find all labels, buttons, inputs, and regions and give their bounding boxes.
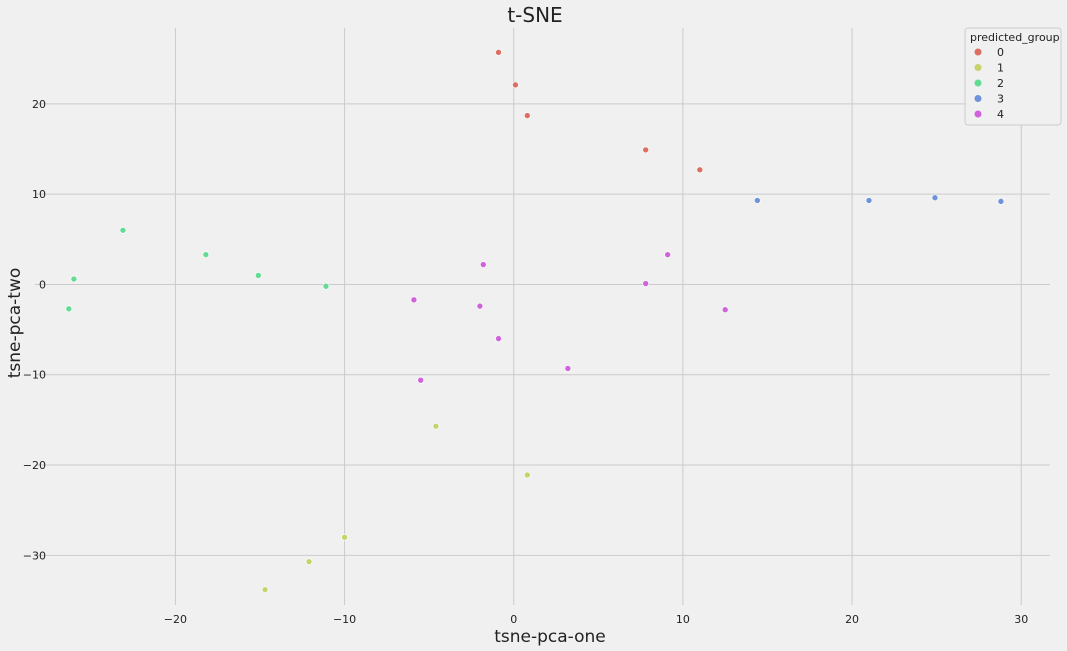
legend-label-0: 0 (997, 46, 1004, 59)
y-tick-label: −20 (23, 459, 46, 472)
point-group-4 (410, 296, 418, 304)
point-group-1 (341, 533, 348, 541)
point-group-4 (664, 251, 671, 258)
y-tick-label: 0 (39, 278, 46, 291)
point-group-1 (261, 586, 269, 593)
chart-title: t-SNE (507, 3, 562, 27)
point-group-2 (119, 226, 127, 234)
point-group-2 (202, 251, 210, 258)
legend-title: predicted_group (970, 31, 1060, 44)
point-group-0 (696, 166, 704, 174)
legend-items: 0 1 2 3 4 (974, 46, 1004, 121)
point-group-2 (70, 275, 78, 283)
legend-box (964, 27, 1062, 126)
legend-label-3: 3 (997, 93, 1004, 106)
y-tick-labels: −30 −20 −10 0 10 20 (23, 98, 46, 562)
point-group-4 (721, 306, 729, 314)
point-group-2 (322, 282, 330, 290)
point-group-0 (512, 81, 519, 89)
point-group-1 (432, 422, 440, 430)
x-tick-label: −10 (333, 613, 356, 626)
point-group-4 (417, 376, 425, 384)
point-group-0 (495, 49, 502, 56)
point-group-2 (254, 272, 262, 279)
y-axis-label: tsne-pca-two (5, 268, 25, 379)
x-tick-label: −20 (164, 613, 187, 626)
point-group-3 (931, 194, 939, 202)
y-tick-label: 20 (32, 98, 46, 111)
legend: predicted_group 0 1 2 3 4 (964, 27, 1062, 126)
point-group-4 (564, 365, 572, 372)
y-tick-label: −10 (23, 369, 46, 382)
point-group-4 (476, 302, 484, 310)
x-tick-label: 10 (676, 613, 690, 626)
x-tick-label: 30 (1014, 613, 1028, 626)
y-tick-label: −30 (23, 549, 46, 562)
legend-marker-1 (974, 64, 982, 71)
point-group-3 (754, 197, 761, 204)
x-tick-labels: −20 −10 0 10 20 30 (164, 613, 1028, 626)
legend-marker-3 (974, 95, 982, 102)
legend-marker-4 (974, 110, 982, 118)
x-tick-label: 0 (510, 613, 517, 626)
point-group-0 (642, 146, 649, 154)
point-group-1 (523, 471, 531, 479)
point-group-4 (495, 335, 502, 342)
point-group-3 (997, 198, 1005, 205)
y-tick-label: 10 (32, 188, 46, 201)
data-points (65, 49, 1005, 593)
legend-marker-0 (974, 48, 982, 56)
point-group-0 (523, 112, 531, 119)
legend-label-2: 2 (997, 77, 1004, 90)
point-group-1 (305, 558, 313, 565)
point-group-4 (479, 261, 487, 268)
x-tick-label: 20 (845, 613, 859, 626)
legend-label-1: 1 (997, 62, 1004, 75)
point-group-4 (642, 280, 649, 287)
x-axis-label: tsne-pca-one (494, 627, 606, 647)
point-group-2 (65, 305, 73, 313)
point-group-3 (865, 197, 873, 204)
legend-label-4: 4 (997, 108, 1004, 121)
legend-marker-2 (974, 79, 982, 87)
